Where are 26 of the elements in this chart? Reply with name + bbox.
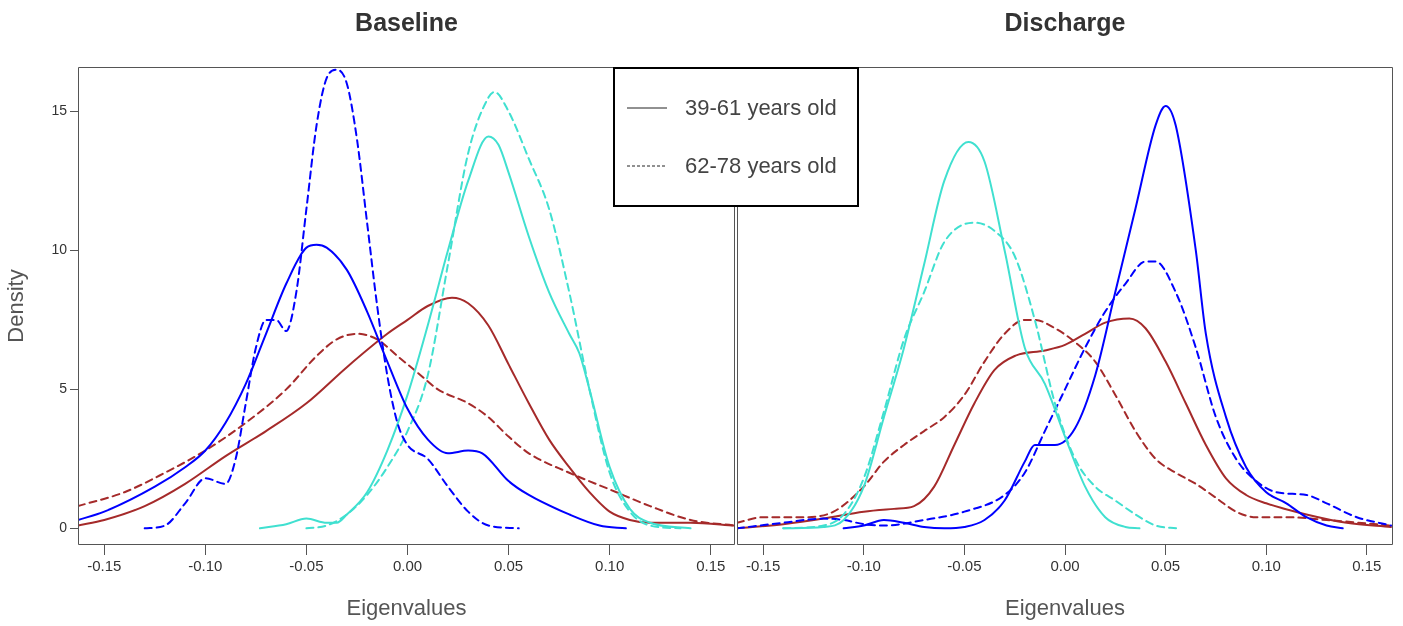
x-tick-label: 0.00 (1050, 557, 1080, 575)
x-tick-label: 0.05 (493, 557, 524, 575)
x-tick-label: 0.10 (1251, 557, 1281, 575)
y-tick-label: 0 (59, 519, 68, 536)
x-tick-label: 0.15 (1352, 557, 1382, 575)
chart-title: Discharge (1004, 8, 1126, 37)
y-tick-label: 10 (51, 241, 68, 258)
y-tick-label: 15 (51, 102, 68, 119)
y-axis-title: Density (3, 269, 29, 343)
legend-box: 39-61 years old 62-78 years old (613, 67, 859, 207)
x-tick-label: -0.15 (746, 557, 781, 575)
chart-title: Baseline (355, 8, 458, 37)
annotation: 39-61 years old (685, 95, 837, 121)
x-tick-label: -0.10 (188, 557, 223, 575)
x-tick-label: 0.00 (392, 557, 423, 575)
x-axis-title: Eigenvalues (346, 594, 467, 620)
x-axis-title: Eigenvalues (1005, 594, 1125, 620)
x-tick-label: -0.05 (947, 557, 982, 575)
y-tick-label: 5 (59, 380, 68, 397)
x-tick-label: -0.05 (289, 557, 324, 575)
x-tick-label: 0.05 (1151, 557, 1181, 575)
x-tick-label: 0.10 (595, 557, 625, 575)
annotation: 62-78 years old (685, 153, 837, 179)
x-tick-label: -0.15 (87, 557, 122, 575)
x-tick-label: -0.10 (846, 557, 881, 575)
x-tick-label: 0.15 (696, 557, 726, 575)
